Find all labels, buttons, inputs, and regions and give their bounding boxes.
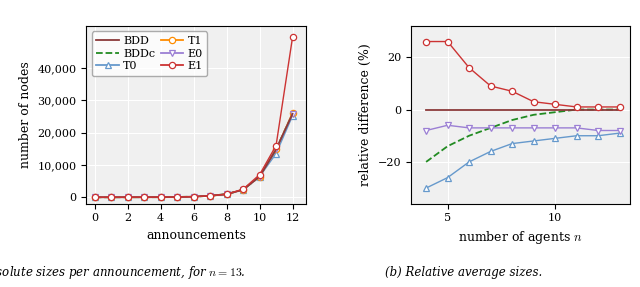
Text: (b) Relative average sizes.: (b) Relative average sizes. bbox=[385, 265, 543, 278]
X-axis label: announcements: announcements bbox=[146, 229, 246, 242]
Legend: BDD, BDDc, T0, T1, E0, E1: BDD, BDDc, T0, T1, E0, E1 bbox=[92, 31, 207, 76]
Y-axis label: relative difference (%): relative difference (%) bbox=[359, 43, 372, 186]
Text: (a) Absolute sizes per announcement, for $n = 13$.: (a) Absolute sizes per announcement, for… bbox=[0, 263, 245, 280]
X-axis label: number of agents $n$: number of agents $n$ bbox=[458, 229, 583, 246]
Y-axis label: number of nodes: number of nodes bbox=[19, 61, 32, 168]
